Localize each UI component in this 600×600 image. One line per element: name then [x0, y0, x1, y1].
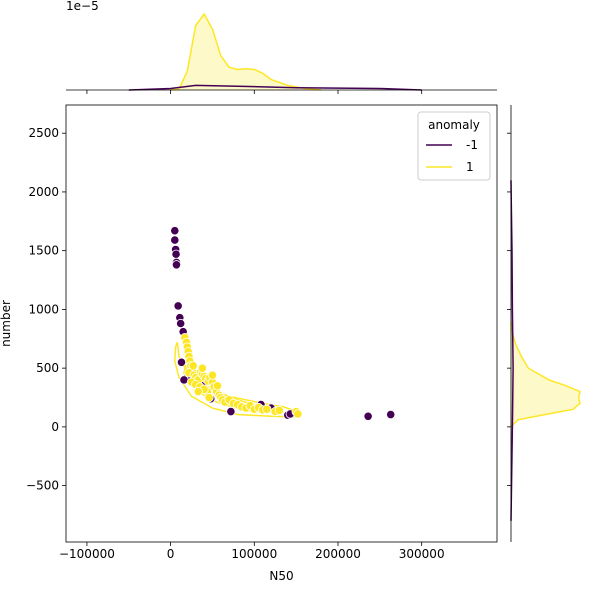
right-marginal-plot — [507, 105, 581, 542]
scatter-point-minus1 — [170, 226, 180, 236]
top-marginal-offset-label: 1e−5 — [66, 0, 99, 13]
scatter-point-minus1 — [171, 260, 182, 270]
right-kde-fill-series-1 — [511, 321, 580, 427]
scatter-point-1 — [274, 405, 285, 416]
main-plot-frame — [65, 104, 498, 543]
y-tick-label: −500 — [26, 479, 59, 493]
top-kde-line-series-1 — [170, 12, 322, 91]
x-tick-label: 300000 — [399, 547, 445, 561]
scatter-point-minus1 — [171, 249, 181, 259]
right-kde-line-series-1 — [510, 321, 581, 428]
y-tick-label: 2500 — [28, 126, 59, 140]
legend-title: anomaly — [428, 118, 480, 132]
right-marginal-tick-group — [507, 132, 511, 487]
x-axis-label: N50 — [269, 569, 293, 583]
legend-label-1: 1 — [466, 160, 474, 174]
legend: anomaly -1 1 — [417, 111, 491, 181]
legend-box — [417, 111, 491, 181]
right-kde-line-series-minus1 — [510, 180, 514, 521]
top-kde-line-series-minus1 — [128, 84, 422, 91]
scatter-point-minus1 — [226, 407, 236, 417]
top-marginal-tick-group — [86, 90, 423, 94]
y-tick-label: 0 — [51, 420, 59, 434]
scatter-point-minus1 — [176, 357, 187, 367]
y-axis-label: number — [0, 300, 13, 347]
scatter-point-1 — [204, 392, 214, 403]
scatter-point-1 — [193, 387, 203, 397]
x-tick-label: 0 — [167, 547, 175, 561]
y-tick-label: 1500 — [28, 244, 59, 258]
x-tick-label: 200000 — [315, 547, 361, 561]
scatter-point-minus1 — [170, 235, 180, 245]
scatter-point-1 — [212, 381, 223, 391]
scatter-point-1 — [197, 363, 208, 373]
scatter-point-minus1 — [179, 375, 189, 385]
x-tick-label: 100000 — [231, 547, 277, 561]
main-plot: −100000 0 100000 200000 300000 −500 0 500 1000 1… — [0, 104, 498, 583]
scatter-point-1 — [293, 409, 303, 419]
scatter-point-minus1 — [173, 301, 183, 311]
x-tick-label: −100000 — [59, 547, 115, 561]
scatter-point-minus1 — [176, 318, 186, 329]
scatter-point-minus1 — [386, 409, 396, 420]
y-tick-label: 500 — [36, 361, 59, 375]
scatter-point-minus1 — [363, 411, 373, 421]
x-axis-ticks: −100000 0 100000 200000 300000 — [59, 542, 445, 561]
scatter-point-1 — [207, 370, 218, 380]
top-marginal-plot: 1e−5 — [66, 0, 497, 94]
scatter-series-1 — [180, 332, 303, 419]
y-tick-label: 2000 — [28, 185, 59, 199]
legend-label-minus1: -1 — [466, 138, 478, 152]
y-tick-label: 1000 — [28, 302, 59, 316]
scatter-point-1 — [188, 361, 198, 371]
top-kde-fill-series-1 — [170, 14, 322, 90]
y-axis-ticks: −500 0 500 1000 1500 2000 2500 — [26, 126, 66, 493]
scatter-point-1 — [262, 404, 272, 414]
